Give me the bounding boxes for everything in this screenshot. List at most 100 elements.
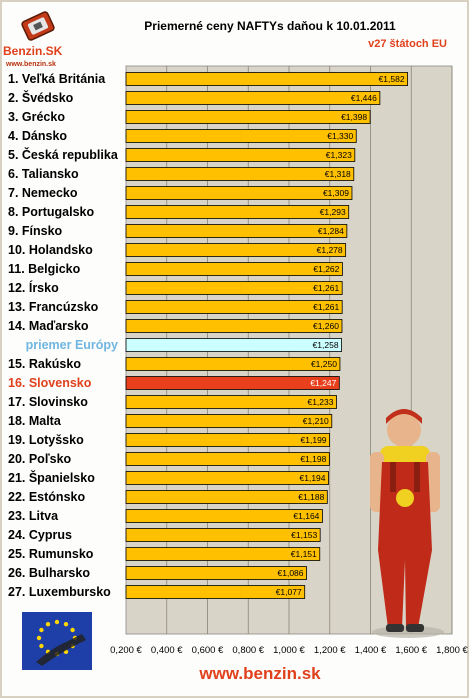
category-label: 22. Estónsko: [8, 490, 85, 504]
bar: [125, 91, 381, 105]
category-label: 2. Švédsko: [8, 90, 74, 105]
category-label: 5. Česká republika: [8, 147, 119, 162]
bar-value-label: €1,278: [317, 245, 343, 255]
category-label: 16. Slovensko: [8, 376, 92, 390]
flag-star: [54, 619, 60, 625]
category-label: 14. Maďarsko: [8, 319, 89, 333]
bar: [125, 547, 321, 561]
flag-star: [70, 627, 75, 633]
category-label: 11. Belgicko: [8, 262, 81, 276]
bar-value-label: €1,247: [310, 378, 336, 388]
bar: [125, 433, 330, 447]
chart-subtitle: v27 štátoch EU: [368, 38, 447, 50]
eu-flag-nozzle-icon: [22, 612, 92, 670]
category-label: 23. Litva: [8, 509, 59, 523]
x-tick-label: 1,400 €: [355, 645, 387, 656]
bar-value-label: €1,164: [293, 511, 319, 521]
bar: [125, 509, 323, 523]
bar: [125, 110, 371, 124]
bar-value-label: €1,199: [301, 435, 327, 445]
x-tick-label: 0,400 €: [151, 645, 183, 656]
category-label: 9. Fínsko: [8, 224, 63, 238]
category-label: 26. Bulharsko: [8, 566, 90, 580]
bar-value-label: €1,318: [325, 169, 351, 179]
bar: [125, 471, 329, 485]
bar-value-label: €1,293: [320, 207, 346, 217]
category-label: 24. Cyprus: [8, 528, 72, 542]
bar: [125, 376, 340, 390]
bar: [125, 167, 355, 181]
bar: [125, 585, 306, 599]
bar-value-label: €1,262: [313, 264, 339, 274]
bar-value-label: €1,582: [379, 74, 405, 84]
bar-value-label: €1,258: [313, 340, 339, 350]
category-label: 20. Poľsko: [8, 452, 72, 466]
bar: [125, 129, 357, 143]
bar: [125, 338, 342, 352]
x-axis-ticks: 0,200 € 0,400 € 0,600 € 0,800 € 1,000 € 1,200…: [110, 645, 468, 656]
bar: [125, 224, 348, 238]
x-tick-label: 0,200 €: [110, 645, 142, 656]
flag-star: [45, 621, 51, 627]
bar-value-label: €1,446: [351, 93, 377, 103]
footer-site-link[interactable]: www.benzin.sk: [199, 664, 321, 683]
category-label: 4. Dánsko: [8, 129, 67, 143]
bar: [125, 452, 330, 466]
bar: [125, 300, 343, 314]
mechanic-mascot-icon: [360, 400, 450, 640]
bar-value-label: €1,284: [318, 226, 344, 236]
x-tick-label: 1,000 €: [273, 645, 305, 656]
bar-value-label: €1,261: [313, 283, 339, 293]
bar-value-label: €1,323: [326, 150, 352, 160]
bar-value-label: €1,194: [300, 473, 326, 483]
flag-star: [36, 635, 42, 641]
bar-value-label: €1,330: [327, 131, 353, 141]
category-label: 19. Lotyšsko: [8, 433, 84, 447]
bar: [125, 490, 328, 504]
category-label: 17. Slovinsko: [8, 395, 88, 409]
bar-value-label: €1,398: [341, 112, 367, 122]
category-label: 13. Francúzsko: [8, 300, 99, 314]
flag-star: [39, 643, 44, 649]
category-label: 27. Luxembursko: [8, 585, 111, 599]
bar: [125, 395, 337, 409]
category-label: 1. Veľká Británia: [8, 72, 106, 86]
bar: [125, 414, 333, 428]
category-label: 12. Írsko: [8, 280, 59, 295]
bar-value-label: €1,188: [298, 492, 324, 502]
chart-title: Priemerné ceny NAFTYs daňou k 10.01.2011: [144, 19, 396, 33]
category-labels: 1. Veľká Británia 2. Švédsko 3. Grécko 4. D…: [8, 72, 119, 599]
bar: [125, 357, 341, 371]
bar: [125, 528, 321, 542]
category-label: 21. Španielsko: [8, 470, 95, 485]
bar-value-label: €1,260: [313, 321, 339, 331]
bar: [125, 281, 343, 295]
x-tick-label: 1,200 €: [314, 645, 346, 656]
benzin-logo-icon[interactable]: Benzin.SK www.benzin.sk: [2, 8, 72, 70]
bar-value-label: €1,250: [311, 359, 337, 369]
x-tick-label: 1,600 €: [395, 645, 427, 656]
category-label: 18. Malta: [8, 414, 62, 428]
x-tick-label: 0,600 €: [192, 645, 224, 656]
bar: [125, 566, 307, 580]
category-label: 3. Grécko: [8, 110, 65, 124]
bar-value-label: €1,309: [323, 188, 349, 198]
bar: [125, 243, 347, 257]
bar: [125, 262, 343, 276]
bar-value-label: €1,198: [300, 454, 326, 464]
bar-value-label: €1,153: [291, 530, 317, 540]
bar: [125, 205, 350, 219]
bar-value-label: €1,077: [276, 587, 302, 597]
category-label: 8. Portugalsko: [8, 205, 94, 219]
x-tick-label: 0,800 €: [232, 645, 264, 656]
flag-star: [63, 621, 69, 627]
bar: [125, 186, 353, 200]
category-label: 10. Holandsko: [8, 243, 93, 257]
category-label: 15. Rakúsko: [8, 357, 81, 371]
category-label: 7. Nemecko: [8, 186, 78, 200]
flag-star: [39, 627, 44, 633]
category-label: priemer Európy: [26, 338, 118, 352]
bar-value-label: €1,086: [278, 568, 304, 578]
bar: [125, 148, 356, 162]
logo-text: Benzin.SK: [3, 44, 63, 58]
